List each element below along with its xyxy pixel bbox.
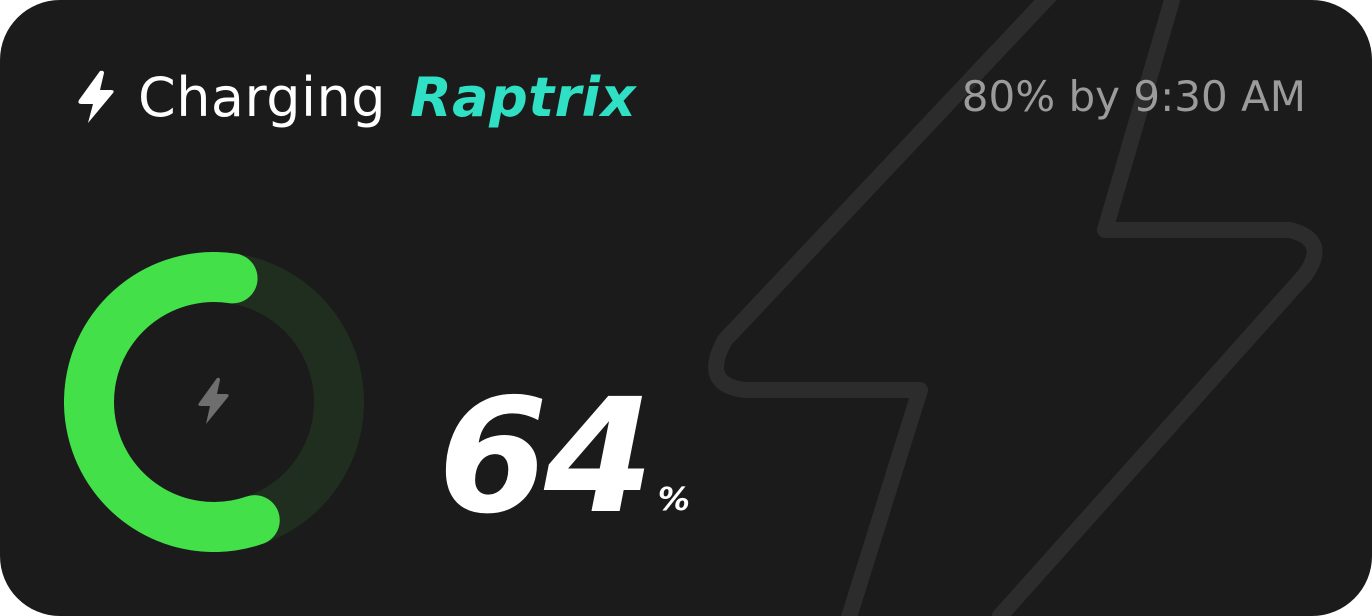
battery-percentage: 64 % xyxy=(438,366,690,536)
percent-unit: % xyxy=(657,480,690,518)
lightning-bolt-icon xyxy=(78,70,114,123)
device-name: Raptrix xyxy=(410,65,637,129)
battery-percentage-value: 64 xyxy=(438,365,654,549)
charge-eta: 80% by 9:30 AM xyxy=(961,72,1306,121)
progress-arc xyxy=(64,252,364,552)
header: Charging Raptrix xyxy=(76,64,636,130)
ring-center-lightning-bolt-icon xyxy=(198,377,229,424)
battery-progress-ring xyxy=(64,252,364,552)
charging-title: Charging xyxy=(138,65,387,129)
